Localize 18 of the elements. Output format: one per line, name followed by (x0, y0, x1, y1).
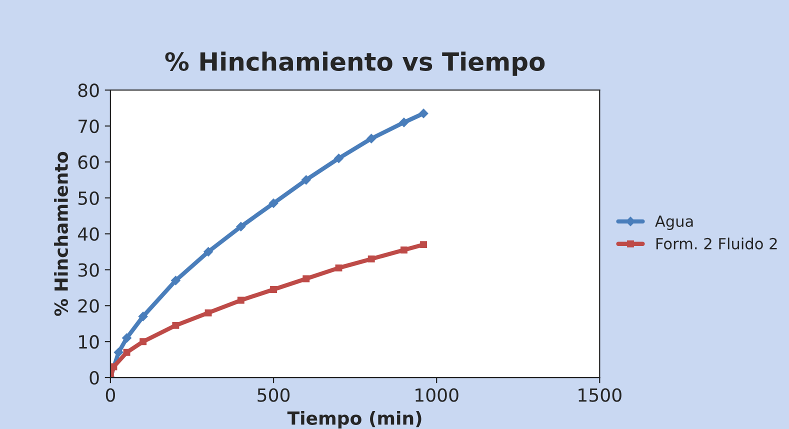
y-tick-label: 30 (78, 263, 99, 277)
y-tick-label: 60 (78, 155, 99, 170)
y-tick-label: 40 (78, 227, 99, 241)
legend-label: Agua (655, 216, 693, 230)
x-tick-label: 1500 (578, 388, 622, 402)
y-tick-label: 50 (78, 191, 99, 205)
y-axis-title: % Hinchamiento (54, 152, 68, 316)
y-tick-label: 20 (78, 299, 99, 313)
y-tick-label: 80 (78, 84, 99, 98)
y-tick-label: 0 (90, 370, 99, 385)
y-tick-label: 10 (79, 335, 99, 349)
x-tick-label: 1000 (416, 388, 458, 402)
y-tick-label: 70 (78, 119, 99, 134)
x-axis-title: Tiempo (min) (287, 410, 422, 428)
chart-title: % Hinchamiento vs Tiempo (165, 52, 545, 76)
legend-label: Form. 2 Fluido 2 (656, 238, 777, 250)
x-tick-label: 0 (106, 388, 116, 402)
x-tick-label: 500 (258, 388, 290, 402)
